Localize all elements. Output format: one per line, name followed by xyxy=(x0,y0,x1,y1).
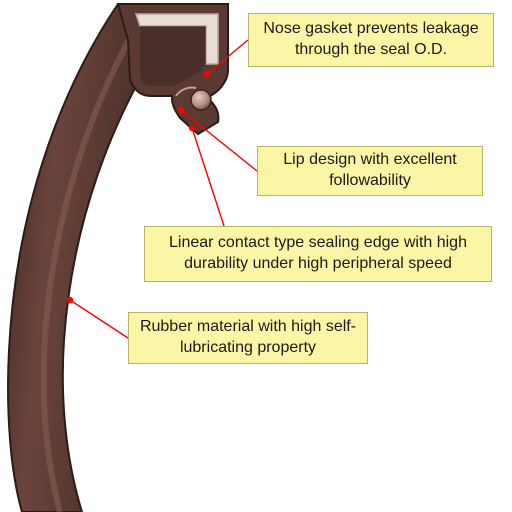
callout-nose-gasket: Nose gasket prevents leakage through the… xyxy=(248,13,494,67)
leader-linear-contact xyxy=(192,128,224,226)
seal-body-highlight xyxy=(44,20,140,512)
seal-cross-section xyxy=(118,4,228,134)
leader-lip-design xyxy=(181,110,257,171)
diagram-canvas: Nose gasket prevents leakage through the… xyxy=(0,0,512,512)
leader-dot-lip-design xyxy=(178,107,184,113)
callout-linear-contact: Linear contact type sealing edge with hi… xyxy=(144,226,492,282)
callout-lip-design: Lip design with excellent followability xyxy=(257,146,483,196)
garter-spring xyxy=(191,90,211,110)
leader-rubber-material xyxy=(70,300,128,338)
leader-dot-nose-gasket xyxy=(204,71,210,77)
leader-dot-linear-contact xyxy=(189,125,195,131)
callout-rubber-material: Rubber material with high self-lubricati… xyxy=(128,312,368,364)
metal-insert xyxy=(136,14,218,64)
leader-nose-gasket xyxy=(207,40,248,74)
leader-dot-rubber-material xyxy=(67,297,73,303)
